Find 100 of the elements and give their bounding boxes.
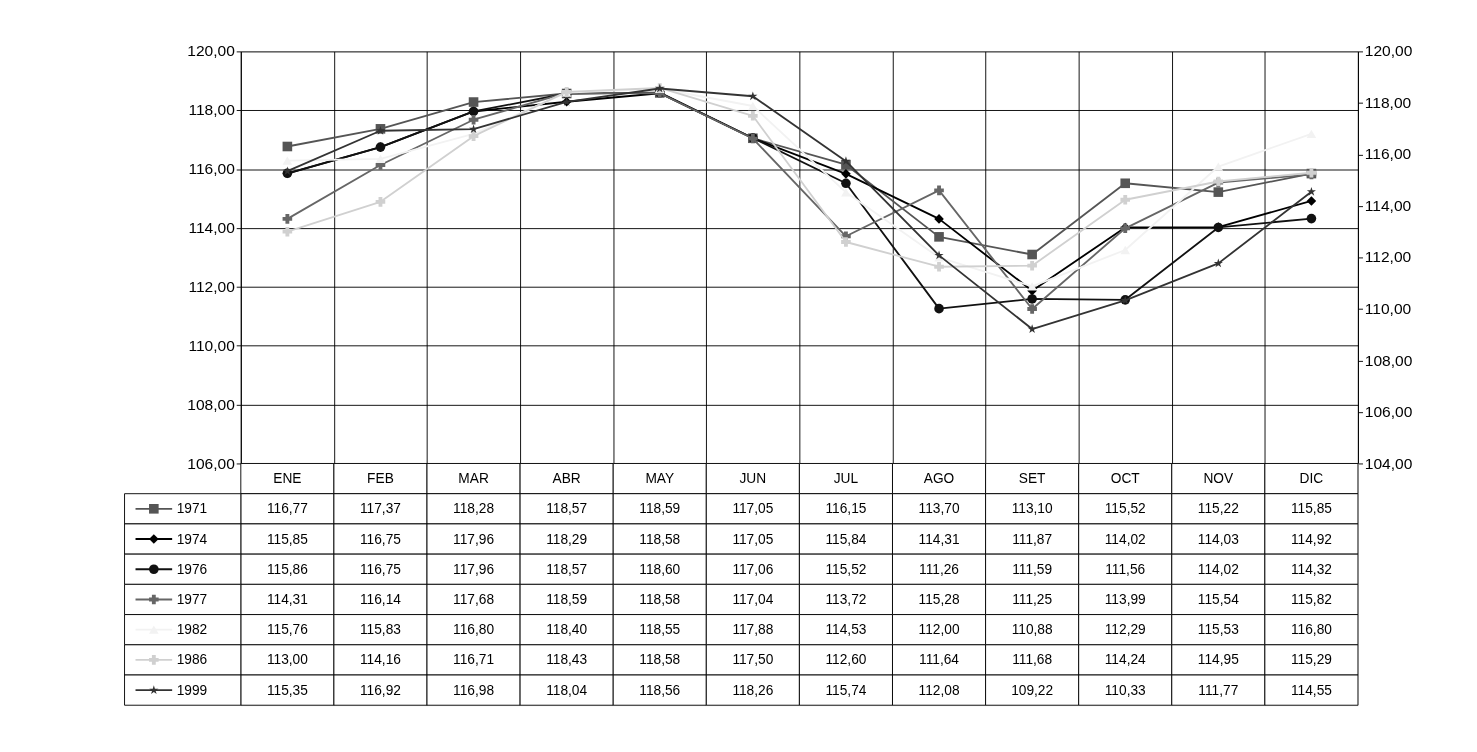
y-tick-label: 108,00 bbox=[187, 395, 236, 413]
data-label: 117,96 bbox=[453, 561, 495, 577]
data-label: 111,59 bbox=[1012, 561, 1053, 577]
data-label: 116,14 bbox=[359, 592, 402, 608]
data-label: 117,05 bbox=[732, 531, 774, 547]
y2-tick-label: 106,00 bbox=[1364, 403, 1413, 421]
x-tick-label: ENE bbox=[273, 471, 302, 487]
data-label: 111,26 bbox=[919, 561, 960, 577]
data-label: 115,85 bbox=[266, 531, 309, 547]
y-tick-label: 106,00 bbox=[187, 454, 236, 472]
data-label: 115,76 bbox=[266, 622, 309, 638]
data-label: 116,75 bbox=[359, 531, 402, 547]
data-label: 110,88 bbox=[1011, 622, 1053, 638]
legend-label: 1977 bbox=[176, 592, 208, 608]
data-label: 118,58 bbox=[639, 592, 681, 608]
y2-tick-label: 108,00 bbox=[1364, 351, 1413, 369]
data-label: 113,10 bbox=[1011, 501, 1053, 517]
legend-label: 1999 bbox=[176, 682, 208, 698]
data-label: 114,24 bbox=[1104, 652, 1147, 668]
y2-tick-label: 116,00 bbox=[1364, 145, 1412, 163]
data-label: 115,74 bbox=[825, 682, 867, 698]
data-label: 115,82 bbox=[1290, 592, 1332, 608]
y2-tick-label: 112,00 bbox=[1364, 248, 1412, 266]
data-label: 109,22 bbox=[1011, 682, 1054, 698]
data-label: 118,58 bbox=[639, 652, 681, 668]
data-label: 112,60 bbox=[825, 652, 867, 668]
data-label: 115,35 bbox=[266, 682, 309, 698]
data-label: 113,70 bbox=[918, 501, 960, 517]
data-label: 116,80 bbox=[453, 622, 495, 638]
y2-tick-label: 118,00 bbox=[1364, 93, 1412, 111]
legend-label: 1976 bbox=[176, 561, 208, 577]
data-label: 112,29 bbox=[1104, 622, 1146, 638]
x-tick-label: SET bbox=[1018, 471, 1047, 487]
y-tick-label: 120,00 bbox=[187, 42, 236, 60]
data-label: 117,06 bbox=[732, 561, 774, 577]
data-label: 118,28 bbox=[453, 501, 495, 517]
y2-tick-label: 120,00 bbox=[1364, 42, 1413, 60]
data-label: 118,56 bbox=[639, 682, 681, 698]
data-label: 118,58 bbox=[639, 531, 681, 547]
data-label: 117,50 bbox=[732, 652, 774, 668]
x-tick-label: MAR bbox=[458, 471, 489, 487]
y2-tick-label: 104,00 bbox=[1364, 454, 1413, 472]
data-label: 112,08 bbox=[918, 682, 960, 698]
y2-tick-label: 114,00 bbox=[1364, 196, 1412, 214]
y-tick-label: 112,00 bbox=[188, 277, 236, 295]
data-label: 115,83 bbox=[359, 622, 402, 638]
data-label: 115,54 bbox=[1197, 592, 1240, 608]
data-label: 114,53 bbox=[825, 622, 867, 638]
data-label: 114,31 bbox=[918, 531, 960, 547]
data-label: 115,52 bbox=[1104, 501, 1146, 517]
data-label: 118,57 bbox=[546, 561, 588, 577]
data-label: 116,71 bbox=[453, 652, 495, 668]
x-tick-label: JUL bbox=[833, 471, 859, 487]
data-label: 113,72 bbox=[825, 592, 867, 608]
data-label: 118,26 bbox=[732, 682, 774, 698]
data-label: 114,16 bbox=[359, 652, 402, 668]
data-label: 115,52 bbox=[825, 561, 867, 577]
data-label: 116,15 bbox=[825, 501, 867, 517]
x-tick-label: AGO bbox=[923, 471, 955, 487]
data-label: 118,60 bbox=[639, 561, 681, 577]
data-label: 114,02 bbox=[1104, 531, 1146, 547]
data-label: 115,84 bbox=[825, 531, 867, 547]
data-label: 111,25 bbox=[1012, 592, 1053, 608]
y-tick-label: 114,00 bbox=[188, 219, 236, 237]
data-label: 117,04 bbox=[732, 592, 774, 608]
data-label: 111,87 bbox=[1012, 531, 1053, 547]
data-label: 117,05 bbox=[732, 501, 774, 517]
data-label: 114,31 bbox=[266, 592, 308, 608]
data-label: 117,96 bbox=[453, 531, 495, 547]
x-tick-label: JUN bbox=[739, 471, 767, 487]
data-label: 114,55 bbox=[1290, 682, 1333, 698]
legend-label: 1982 bbox=[176, 622, 208, 638]
data-label: 115,22 bbox=[1197, 501, 1239, 517]
data-label: 115,53 bbox=[1197, 622, 1240, 638]
data-label: 118,59 bbox=[546, 592, 588, 608]
data-label: 113,00 bbox=[266, 652, 309, 668]
data-label: 118,43 bbox=[546, 652, 588, 668]
data-label: 116,75 bbox=[359, 561, 402, 577]
data-label: 116,92 bbox=[359, 682, 401, 698]
x-tick-label: ABR bbox=[552, 471, 581, 487]
y2-tick-label: 110,00 bbox=[1364, 300, 1412, 317]
x-tick-label: MAY bbox=[645, 471, 675, 487]
y-tick-label: 118,00 bbox=[188, 101, 236, 119]
data-label: 118,59 bbox=[639, 501, 681, 517]
data-label: 110,33 bbox=[1104, 682, 1147, 698]
x-tick-label: OCT bbox=[1110, 471, 1141, 487]
y-tick-label: 116,00 bbox=[188, 160, 236, 178]
data-label: 115,29 bbox=[1290, 652, 1332, 668]
legend-label: 1971 bbox=[176, 501, 208, 517]
data-label: 117,37 bbox=[359, 501, 401, 517]
x-tick-label: FEB bbox=[367, 471, 394, 487]
data-label: 111,68 bbox=[1012, 652, 1053, 668]
data-label: 115,85 bbox=[1290, 501, 1333, 517]
data-label: 115,28 bbox=[918, 592, 960, 608]
data-label: 117,88 bbox=[732, 622, 774, 638]
data-label: 117,68 bbox=[453, 592, 495, 608]
x-tick-label: NOV bbox=[1203, 471, 1235, 487]
legend-label: 1974 bbox=[176, 531, 208, 547]
data-label: 118,55 bbox=[639, 622, 681, 638]
data-label: 116,77 bbox=[266, 501, 308, 517]
